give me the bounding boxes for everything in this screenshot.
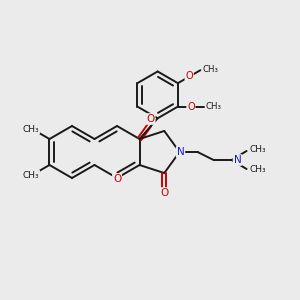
- Text: CH₃: CH₃: [206, 102, 222, 111]
- Text: O: O: [113, 174, 121, 184]
- Text: N: N: [234, 155, 241, 165]
- Text: O: O: [146, 114, 155, 124]
- Text: CH₃: CH₃: [250, 166, 266, 175]
- Text: O: O: [160, 188, 168, 198]
- Text: CH₃: CH₃: [250, 146, 266, 154]
- Text: O: O: [185, 71, 193, 81]
- Text: CH₃: CH₃: [22, 170, 39, 179]
- Text: N: N: [177, 147, 184, 157]
- Text: O: O: [187, 102, 195, 112]
- Text: CH₃: CH₃: [22, 124, 39, 134]
- Text: CH₃: CH₃: [202, 65, 218, 74]
